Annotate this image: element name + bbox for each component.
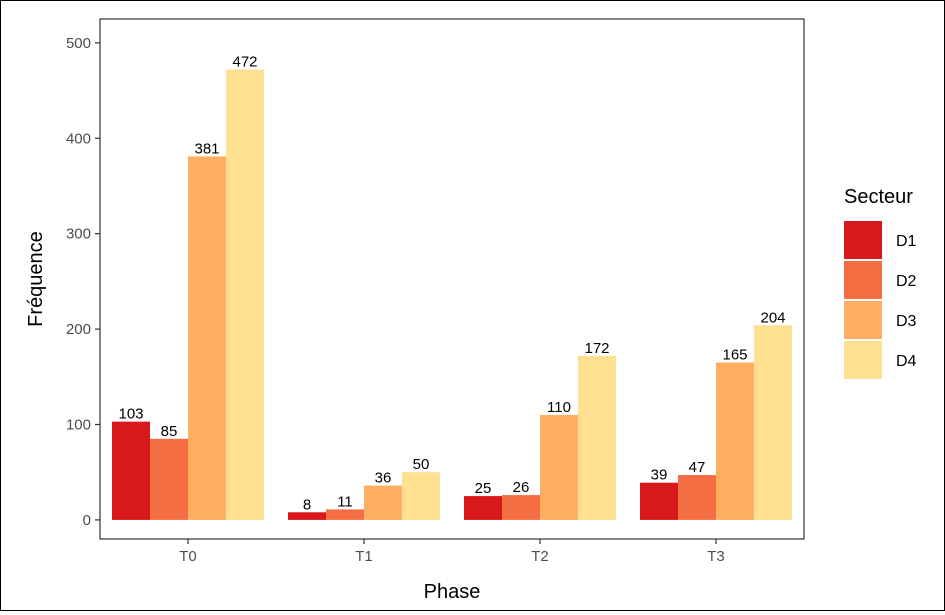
legend-key-D1	[844, 221, 882, 259]
data-label-T3-D2: 47	[689, 459, 706, 476]
data-labels: 103 85 381 472 8 11 36 50 25 26 110 172 39 47 165 204	[118, 54, 785, 514]
legend-key-D3	[844, 301, 882, 339]
data-label-T0-D3: 381	[194, 140, 219, 157]
legend-label-D4: D4	[896, 353, 917, 370]
y-tick-label-0: 0	[83, 512, 91, 529]
y-axis-title: Fréquence	[25, 231, 47, 327]
bar-T3-D1	[640, 482, 678, 520]
bar-T0-D3	[188, 156, 226, 520]
data-label-T2-D1: 25	[475, 480, 492, 497]
bars	[112, 69, 792, 520]
x-tick-label-T1: T1	[355, 548, 373, 565]
legend-label-D1: D1	[896, 233, 917, 250]
legend: Secteur D1 D2 D3 D4	[844, 186, 917, 379]
legend-key-D2	[844, 261, 882, 299]
bar-T0-D1	[112, 421, 150, 520]
bar-T2-D3	[540, 414, 578, 520]
data-label-T3-D1: 39	[651, 467, 668, 484]
legend-key-D4	[844, 341, 882, 379]
y-axis: 0 100 200 300 400 500	[66, 35, 100, 529]
legend-label-D2: D2	[896, 273, 917, 290]
bar-T1-D1	[288, 512, 326, 520]
y-tick-label-100: 100	[66, 417, 91, 434]
y-tick-label-500: 500	[66, 35, 91, 52]
data-label-T1-D4: 50	[413, 456, 430, 473]
bar-T3-D3	[716, 362, 754, 520]
y-tick-label-200: 200	[66, 321, 91, 338]
legend-title: Secteur	[844, 186, 913, 208]
data-label-T1-D3: 36	[375, 470, 392, 487]
x-axis: T0 T1 T2 T3	[179, 539, 725, 565]
bar-T3-D2	[678, 475, 716, 520]
data-label-T1-D1: 8	[303, 496, 311, 513]
legend-label-D3: D3	[896, 313, 917, 330]
data-label-T0-D2: 85	[161, 423, 178, 440]
bar-T3-D4	[754, 325, 792, 520]
bar-T1-D2	[326, 509, 364, 520]
data-label-T3-D4: 204	[760, 309, 785, 326]
bar-T2-D1	[464, 496, 502, 520]
data-label-T0-D1: 103	[118, 406, 143, 423]
data-label-T2-D2: 26	[513, 479, 530, 496]
bar-T2-D2	[502, 495, 540, 520]
x-axis-title: Phase	[424, 581, 481, 603]
bar-T2-D4	[578, 355, 616, 520]
x-tick-label-T2: T2	[531, 548, 549, 565]
data-label-T3-D3: 165	[722, 346, 747, 363]
bar-T1-D3	[364, 485, 402, 520]
y-tick-label-300: 300	[66, 226, 91, 243]
x-tick-label-T3: T3	[707, 548, 725, 565]
data-label-T2-D3: 110	[547, 399, 571, 416]
bar-T0-D4	[226, 69, 264, 520]
bar-T1-D4	[402, 472, 440, 520]
y-tick-label-400: 400	[66, 130, 91, 147]
x-tick-label-T0: T0	[179, 548, 197, 565]
data-label-T0-D4: 472	[232, 54, 257, 71]
data-label-T1-D2: 11	[337, 493, 353, 510]
data-label-T2-D4: 172	[584, 340, 609, 357]
bar-T0-D2	[150, 438, 188, 520]
